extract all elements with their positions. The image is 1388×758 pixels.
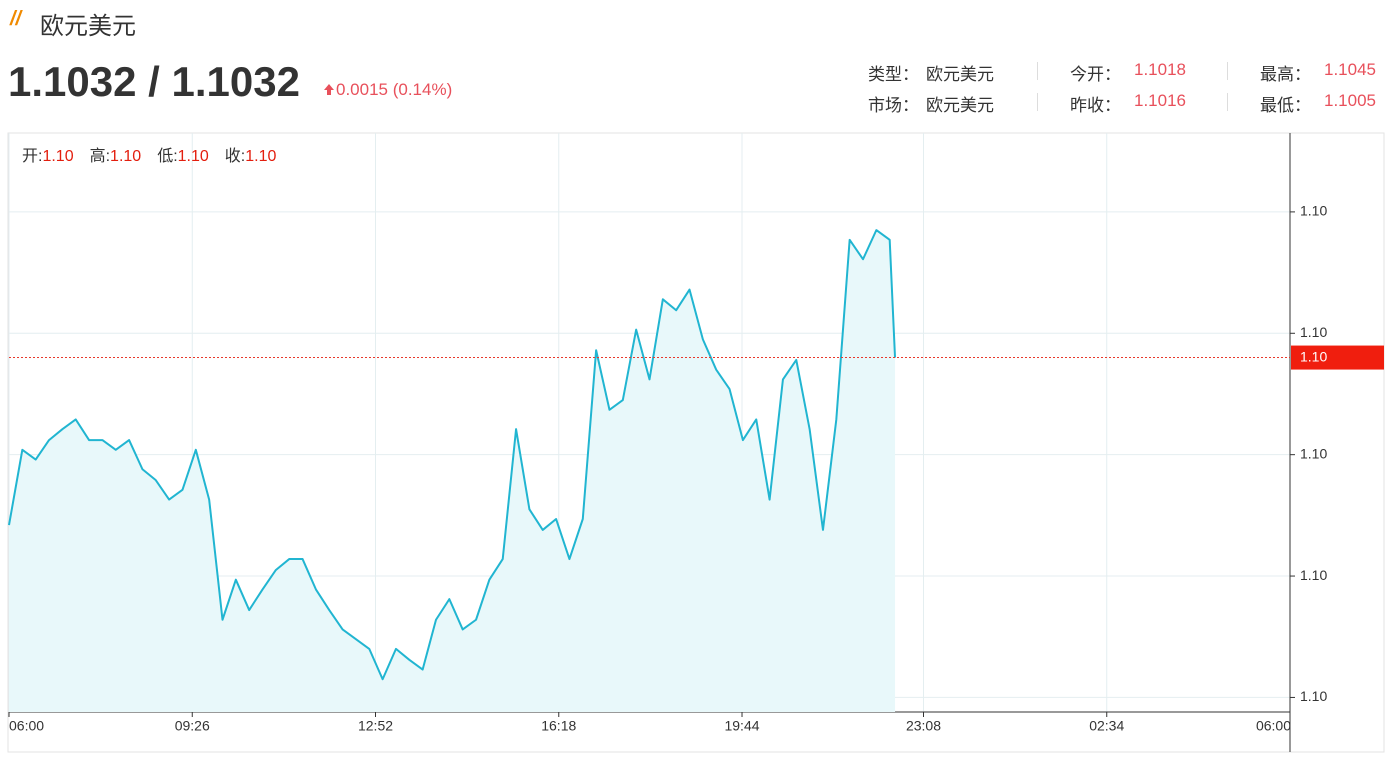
separator (1227, 93, 1228, 111)
x-tick-label: 19:44 (724, 718, 759, 734)
info-label: 今开： (1070, 65, 1121, 84)
info-value: 1.1016 (1134, 91, 1186, 110)
ohlc-label: 开: (22, 148, 42, 165)
info-value: 1.1045 (1324, 60, 1376, 79)
y-tick-label: 1.10 (1300, 688, 1327, 704)
ohlc-value: 1.10 (178, 148, 209, 165)
x-tick-label: 02:34 (1089, 718, 1124, 734)
separator (1227, 62, 1228, 80)
area (9, 230, 896, 712)
current-price-tag (1291, 345, 1384, 370)
y-tick-label: 1.10 (1300, 203, 1327, 219)
separator (1037, 62, 1038, 80)
x-tick-label: 12:52 (358, 718, 393, 734)
logo-icon: // (10, 8, 22, 30)
change-text: 0.0015 (0.14%) (336, 80, 453, 99)
info-label: 市场： (868, 96, 919, 115)
info-label: 最低： (1260, 96, 1311, 115)
chart-frame (7, 132, 1385, 753)
ohlc-label: 高: (90, 147, 110, 165)
info-value: 欧元美元 (926, 96, 994, 115)
x-tick-label: 16:18 (541, 718, 576, 734)
x-tick-label: 06:00 (1256, 718, 1291, 734)
price-line (8, 229, 897, 681)
info-value: 欧元美元 (926, 65, 994, 84)
ohlc-label: 低: (157, 147, 177, 165)
y-tick-label: 1.10 (1300, 324, 1327, 340)
price: 1.1032 / 1.1032 (8, 58, 300, 105)
x-tick-label: 09:26 (175, 718, 210, 734)
ohlc-value: 1.10 (42, 148, 73, 165)
title: 欧元美元 (40, 13, 136, 40)
y-tick-label: 1.10 (1300, 445, 1327, 461)
separator (1037, 93, 1038, 111)
y-tick-label: 1.10 (1300, 567, 1327, 583)
ohlc-value: 1.10 (110, 148, 141, 165)
ohlc-value: 1.10 (245, 148, 276, 165)
current-price-label: 1.10 (1300, 348, 1327, 364)
info-value: 1.1018 (1134, 60, 1186, 79)
info-label: 最高： (1260, 65, 1311, 84)
info-value: 1.1005 (1324, 91, 1376, 110)
up-arrow (324, 84, 334, 95)
change: 0.0015 (0.14%) (322, 80, 452, 100)
info-label: 昨收： (1070, 96, 1121, 115)
x-tick-label: 23:08 (906, 718, 941, 734)
info-label: 类型： (868, 65, 919, 84)
ohlc-label: 收: (225, 147, 245, 165)
x-tick-label: 06:00 (9, 718, 44, 734)
